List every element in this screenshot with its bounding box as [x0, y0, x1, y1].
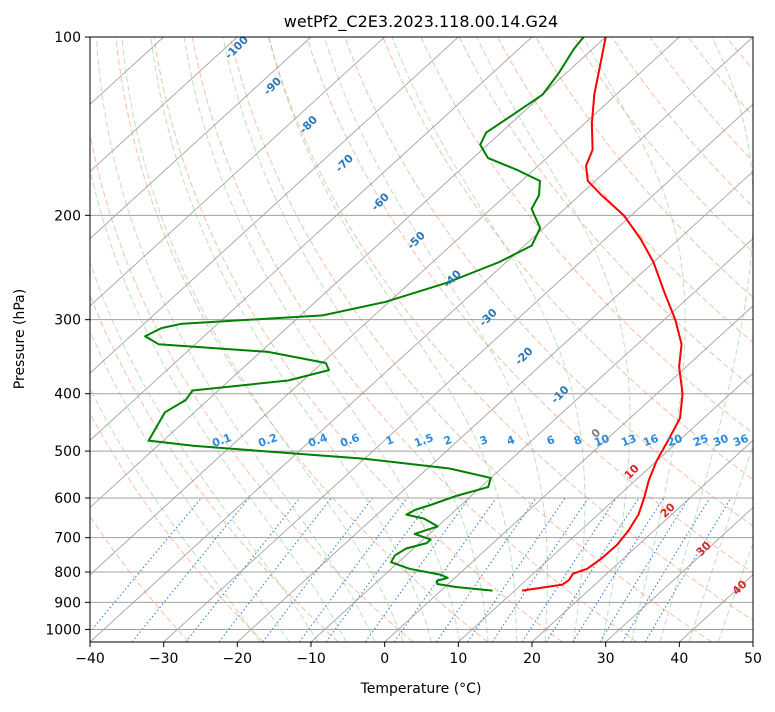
mixing-ratio-line	[82, 498, 202, 642]
plot-area	[0, 37, 775, 642]
mixing-ratio-line	[263, 498, 373, 642]
y-tick-label: 700	[54, 531, 81, 547]
mixing-ratio-line	[492, 498, 588, 642]
isotherm-label: 10	[622, 462, 642, 482]
x-tick-label: 0	[380, 651, 389, 667]
mixing-ratio-label: 0.2	[256, 431, 279, 450]
chart-title: wetPf2_C2E3.2023.118.00.14.G24	[284, 12, 558, 32]
mixing-ratio-label: 6	[545, 433, 557, 448]
mixing-ratio-label: 4	[505, 433, 517, 448]
sounding-line	[522, 37, 683, 591]
isotherm-line	[0, 37, 458, 642]
isotherm-label: -40	[441, 267, 464, 290]
mixing-ratio-label: 30	[711, 432, 730, 450]
x-tick-label: 10	[449, 651, 467, 667]
x-tick-label: −10	[296, 651, 326, 667]
moist-adiabat-line	[184, 37, 460, 642]
y-tick-label: 500	[54, 444, 81, 460]
x-tick-label: 20	[523, 651, 541, 667]
x-tick-label: −30	[149, 651, 179, 667]
moist-adiabat-line	[324, 37, 547, 642]
moist-adiabat-line	[477, 37, 630, 642]
y-tick-label: 100	[54, 30, 81, 46]
moist-adiabat-line	[32, 37, 289, 642]
y-axis-label: Pressure (hPa)	[12, 289, 28, 389]
y-tick-label: 600	[54, 491, 81, 507]
dry-adiabat-line	[765, 37, 775, 642]
dry-adiabat-line	[192, 37, 637, 642]
isotherm-line	[0, 37, 311, 642]
moist-adiabat-line	[583, 37, 685, 642]
y-tick-label: 300	[54, 313, 81, 329]
mixing-ratio-label: 0.4	[306, 431, 329, 450]
dry-adiabat-line	[78, 37, 413, 642]
mixing-ratio-line	[522, 498, 616, 642]
mixing-ratio-line	[645, 498, 731, 642]
mixing-ratio-label: 20	[665, 432, 684, 450]
isotherm-line	[0, 37, 532, 642]
dry-adiabat-line	[497, 37, 775, 642]
dry-adiabat-line	[0, 37, 189, 642]
mixing-ratio-label: 1.5	[412, 431, 435, 450]
isotherm-label: -60	[369, 190, 392, 213]
dry-adiabat-line	[612, 37, 775, 642]
dry-adiabat-line	[536, 37, 775, 642]
mixing-ratio-label: 2	[442, 433, 454, 448]
x-tick-label: 30	[597, 651, 615, 667]
isotherm-line	[753, 37, 775, 642]
y-tick-label: 1000	[45, 622, 81, 638]
isotherm-label: -10	[548, 383, 571, 406]
x-tick-label: −40	[75, 651, 105, 667]
y-tick-label: 800	[54, 565, 81, 581]
isotherm-line	[0, 37, 237, 642]
isotherm-label: -20	[512, 344, 535, 367]
mixing-ratio-line	[219, 498, 331, 642]
y-tick-label: 200	[54, 208, 81, 224]
mixing-ratio-label: 0.6	[338, 431, 361, 450]
sounding-line	[145, 37, 583, 591]
mixing-ratio-line	[132, 498, 249, 642]
x-tick-label: −20	[223, 651, 253, 667]
mixing-ratio-label: 36	[731, 432, 750, 450]
isotherm-label: -30	[477, 306, 500, 329]
x-tick-label: 40	[670, 651, 688, 667]
isotherm-label: -90	[261, 74, 284, 97]
isotherm-label: -50	[405, 229, 428, 252]
mixing-ratio-label: 8	[572, 433, 584, 448]
mixing-ratio-label: 16	[641, 432, 660, 450]
mixing-ratio-label: 3	[478, 433, 490, 448]
isotherm-line	[16, 37, 679, 642]
y-tick-label: 900	[54, 595, 81, 611]
moist-adiabat-line	[52, 37, 318, 642]
x-axis-label: Temperature (°C)	[360, 681, 482, 697]
y-tick-label: 400	[54, 387, 81, 403]
x-tick-label: 50	[744, 651, 762, 667]
dry-adiabat-line	[726, 37, 775, 642]
dry-adiabat-line	[650, 37, 775, 642]
isotherm-label: 30	[694, 539, 714, 559]
mixing-ratio-label: 1	[384, 433, 396, 448]
isotherm-label: -70	[333, 151, 356, 174]
isotherm-line	[90, 37, 753, 642]
